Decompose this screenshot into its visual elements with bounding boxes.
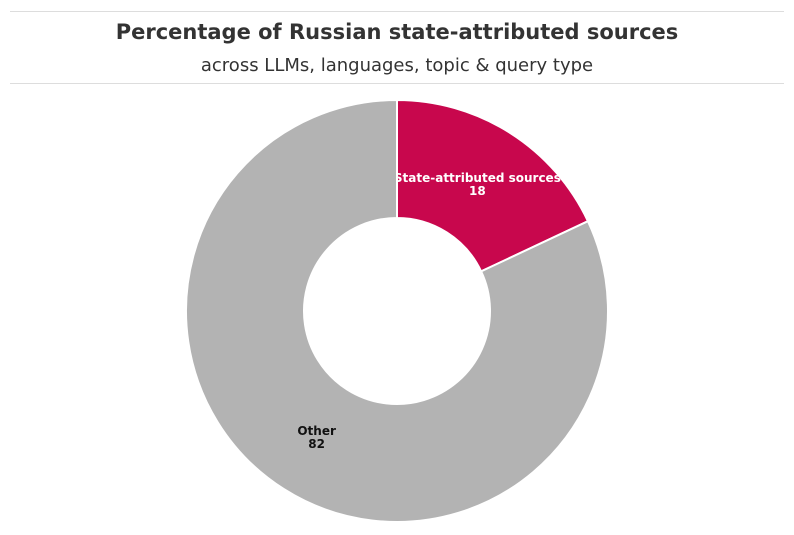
slice (396, 98, 590, 273)
slice-value-label: 18 (469, 184, 486, 198)
slice-value-label: 82 (308, 437, 325, 451)
slice (185, 98, 609, 523)
slice-category-label: State-attributed sources (394, 171, 561, 185)
slice-category-label: Other (297, 424, 336, 438)
chart-title: Percentage of Russian state-attributed s… (116, 20, 679, 44)
chart-subtitle: across LLMs, languages, topic & query ty… (201, 55, 593, 76)
